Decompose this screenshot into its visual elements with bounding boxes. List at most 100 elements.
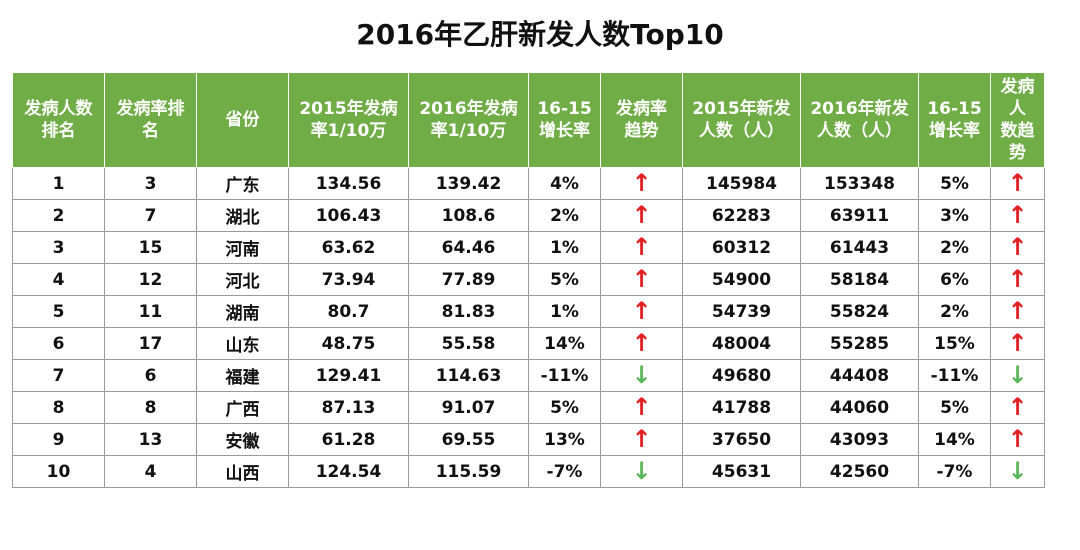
table-cell: 129.41	[288, 359, 409, 392]
table-row: 8 8 广西 87.13 91.07 5% ↑ 41788 44060 5% ↑	[12, 391, 1045, 424]
table-cell: 48.75	[288, 327, 409, 360]
table-cell: 1%	[528, 295, 601, 328]
table-cell: 61443	[800, 231, 919, 264]
trend-cell: ↑	[990, 327, 1045, 360]
column-header: 发病率 趋势	[600, 72, 683, 168]
arrow-up-icon: ↑	[1007, 265, 1028, 293]
arrow-up-icon: ↑	[631, 169, 652, 197]
table-cell: 福建	[196, 359, 289, 392]
table-row: 2 7 湖北 106.43 108.6 2% ↑ 62283 63911 3% ↑	[12, 199, 1045, 232]
trend-cell: ↓	[600, 455, 683, 488]
table-cell: 42560	[800, 455, 919, 488]
trend-cell: ↑	[990, 263, 1045, 296]
table-cell: 63911	[800, 199, 919, 232]
table-cell: 14%	[528, 327, 601, 360]
arrow-up-icon: ↑	[631, 233, 652, 261]
table-cell: 55285	[800, 327, 919, 360]
table-cell: 6%	[918, 263, 991, 296]
table-cell: 69.55	[408, 423, 529, 456]
table-row: 5 11 湖南 80.7 81.83 1% ↑ 54739 55824 2% ↑	[12, 295, 1045, 328]
column-header: 2016年发病 率1/10万	[408, 72, 529, 168]
table-cell: 134.56	[288, 167, 409, 200]
table-cell: 2%	[918, 231, 991, 264]
table-cell: 11	[104, 295, 197, 328]
table-cell: -11%	[528, 359, 601, 392]
table-cell: 58184	[800, 263, 919, 296]
column-header: 2015年发病 率1/10万	[288, 72, 409, 168]
table-cell: 3	[12, 231, 105, 264]
table-cell: 安徽	[196, 423, 289, 456]
table-cell: 广西	[196, 391, 289, 424]
table-cell: 114.63	[408, 359, 529, 392]
table-row: 7 6 福建 129.41 114.63 -11% ↓ 49680 44408 -11% ↓	[12, 359, 1045, 392]
table-cell: 44408	[800, 359, 919, 392]
arrow-up-icon: ↑	[1007, 201, 1028, 229]
table-cell: 54739	[682, 295, 801, 328]
table-cell: 80.7	[288, 295, 409, 328]
table-cell: 115.59	[408, 455, 529, 488]
trend-cell: ↑	[990, 167, 1045, 200]
trend-cell: ↑	[990, 391, 1045, 424]
table-cell: 5%	[528, 263, 601, 296]
table-title: 2016年乙肝新发人数Top10	[356, 18, 724, 51]
header-row: 发病人数 排名 发病率排 名省份 2015年发病 率1/10万 2016年发病 率1/…	[12, 72, 1045, 168]
table-cell: 8	[12, 391, 105, 424]
table-cell: 64.46	[408, 231, 529, 264]
table-cell: 山东	[196, 327, 289, 360]
table-cell: 77.89	[408, 263, 529, 296]
table-cell: 55.58	[408, 327, 529, 360]
arrow-up-icon: ↑	[1007, 393, 1028, 421]
table-row: 10 4 山西 124.54 115.59 -7% ↓ 45631 42560 -7% ↓	[12, 455, 1045, 488]
table-cell: 108.6	[408, 199, 529, 232]
table-cell: 106.43	[288, 199, 409, 232]
column-header: 发病人数 排名	[12, 72, 105, 168]
table-cell: 54900	[682, 263, 801, 296]
table-cell: 5	[12, 295, 105, 328]
table-cell: 山西	[196, 455, 289, 488]
table-cell: 37650	[682, 423, 801, 456]
table-cell: 87.13	[288, 391, 409, 424]
table-cell: 9	[12, 423, 105, 456]
table-cell: 60312	[682, 231, 801, 264]
trend-cell: ↑	[600, 231, 683, 264]
trend-cell: ↓	[990, 359, 1045, 392]
table-cell: -11%	[918, 359, 991, 392]
table-cell: 广东	[196, 167, 289, 200]
table-cell: 1%	[528, 231, 601, 264]
arrow-up-icon: ↑	[1007, 169, 1028, 197]
table-cell: 1	[12, 167, 105, 200]
table-cell: 15	[104, 231, 197, 264]
column-header: 16-15 增长率	[918, 72, 991, 168]
table-cell: 62283	[682, 199, 801, 232]
table-cell: 3	[104, 167, 197, 200]
table-cell: 61.28	[288, 423, 409, 456]
table-cell: 7	[12, 359, 105, 392]
column-header: 2015年新发 人数（人）	[682, 72, 801, 168]
table-cell: 153348	[800, 167, 919, 200]
table-cell: 13	[104, 423, 197, 456]
arrow-down-icon: ↓	[631, 457, 652, 485]
table-cell: 12	[104, 263, 197, 296]
trend-cell: ↑	[600, 199, 683, 232]
column-header: 发病率排 名	[104, 72, 197, 168]
column-header: 2016年新发 人数（人）	[800, 72, 919, 168]
arrow-down-icon: ↓	[1007, 361, 1028, 389]
table-cell: 139.42	[408, 167, 529, 200]
arrow-up-icon: ↑	[1007, 329, 1028, 357]
table-cell: 145984	[682, 167, 801, 200]
table-cell: 7	[104, 199, 197, 232]
table-cell: 3%	[918, 199, 991, 232]
arrow-up-icon: ↑	[631, 425, 652, 453]
table-cell: 10	[12, 455, 105, 488]
arrow-up-icon: ↑	[631, 201, 652, 229]
trend-cell: ↑	[990, 199, 1045, 232]
column-header: 16-15 增长率	[528, 72, 601, 168]
table-row: 9 13 安徽 61.28 69.55 13% ↑ 37650 43093 14% ↑	[12, 423, 1045, 456]
table-cell: 81.83	[408, 295, 529, 328]
arrow-up-icon: ↑	[1007, 425, 1028, 453]
arrow-up-icon: ↑	[1007, 297, 1028, 325]
table-cell: 49680	[682, 359, 801, 392]
table-body: 1 3 广东 134.56 139.42 4% ↑ 145984 153348 5% ↑ 2 7 湖北 10…	[12, 167, 1045, 488]
table-cell: 5%	[528, 391, 601, 424]
trend-cell: ↑	[600, 423, 683, 456]
